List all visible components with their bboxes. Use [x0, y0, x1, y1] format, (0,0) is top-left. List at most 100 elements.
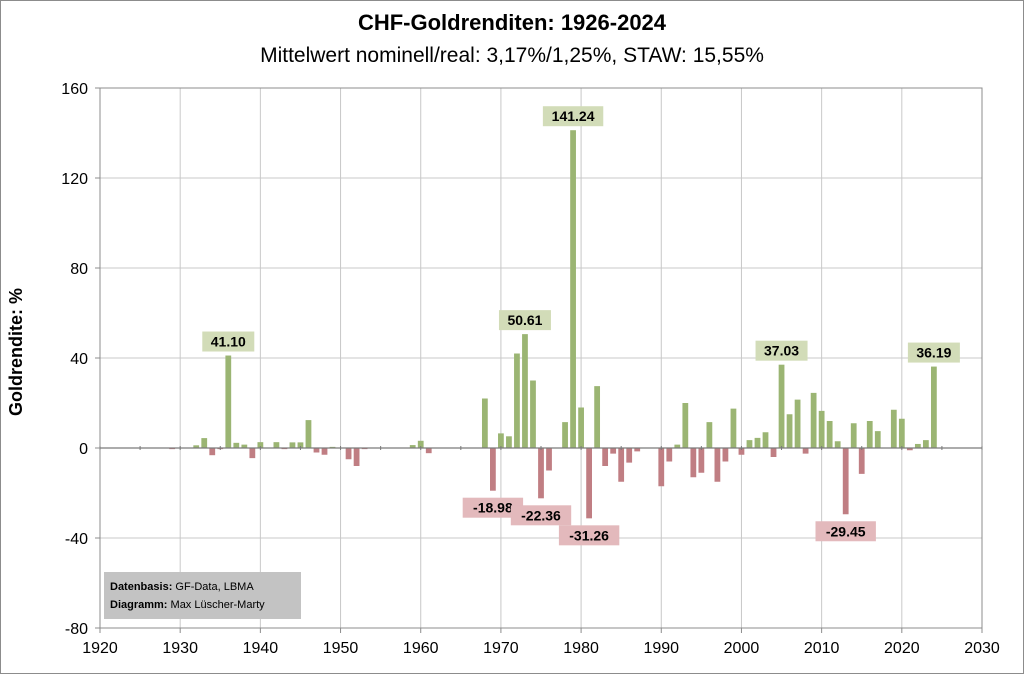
grid-lines: [100, 88, 982, 628]
bar: [794, 399, 801, 448]
data-label-box: [510, 505, 572, 526]
data-label: -22.36: [521, 507, 561, 523]
source-box-background: [104, 572, 301, 619]
bar: [690, 448, 697, 478]
bar: [345, 448, 352, 460]
bar: [858, 448, 865, 474]
bar: [417, 440, 424, 448]
bar: [722, 448, 729, 462]
bar: [594, 386, 601, 448]
bar: [810, 392, 817, 448]
x-tick-label: 1950: [323, 640, 359, 657]
bar: [931, 366, 937, 448]
data-label: -31.26: [569, 527, 609, 543]
data-label-box: [498, 310, 551, 331]
x-tick-label: 1970: [483, 640, 519, 657]
bar: [698, 448, 705, 473]
bar: [257, 442, 264, 448]
bar: [289, 442, 296, 448]
tick-labels: 1920 1930 1940 1950 1960 1970 1980 1990 2000 2010…: [61, 81, 1000, 657]
bar: [209, 448, 216, 456]
bar: [834, 441, 841, 448]
bar: [522, 334, 528, 448]
bar: [626, 448, 633, 463]
bar: [610, 448, 617, 454]
x-tick-label: 2010: [804, 640, 840, 657]
bar: [666, 448, 673, 462]
bar: [826, 421, 833, 448]
bar: [570, 130, 576, 448]
data-label: -29.45: [826, 523, 866, 539]
data-label: 41.10: [211, 334, 246, 350]
bar: [746, 440, 753, 448]
bar: [802, 448, 809, 454]
bar: [225, 355, 232, 448]
bar: [842, 448, 849, 515]
bar: [297, 442, 304, 448]
data-label-box: [202, 331, 255, 352]
bar: [249, 448, 256, 459]
x-tick-label: 2000: [724, 640, 760, 657]
y-tick-label: 40: [70, 351, 88, 368]
bar: [898, 418, 905, 448]
bar: [241, 444, 248, 448]
bar: [530, 380, 536, 448]
bar: [634, 448, 641, 452]
bar: [409, 445, 416, 448]
bar: [578, 407, 584, 448]
source-box: Datenbasis: GF-Data, LBMA Diagramm: Max …: [104, 572, 301, 619]
data-label: 141.24: [552, 108, 595, 124]
y-axis-label: Goldrendite: %: [6, 288, 26, 416]
bar: [498, 433, 504, 448]
bar: [890, 409, 897, 448]
source-label-data: Datenbasis:: [110, 581, 172, 593]
data-label: 37.03: [764, 343, 799, 359]
bar: [714, 448, 721, 482]
bar: [914, 443, 921, 448]
bar: [850, 423, 857, 448]
bar: [618, 448, 625, 482]
bar: [562, 422, 568, 448]
bar: [770, 448, 777, 457]
bar: [762, 432, 769, 448]
x-tick-label: 1930: [162, 640, 198, 657]
bar: [313, 448, 320, 453]
bar: [922, 440, 929, 448]
data-label-box: [558, 525, 620, 546]
x-tick-label: 2020: [884, 640, 920, 657]
bar: [193, 445, 200, 448]
x-tick-label: 2030: [964, 640, 1000, 657]
source-label-diagram: Diagramm:: [110, 599, 167, 611]
bar: [233, 442, 240, 448]
x-tick-label: 1960: [403, 640, 439, 657]
y-tick-label: 160: [61, 81, 88, 98]
data-label: 36.19: [916, 345, 951, 361]
bar: [425, 448, 432, 454]
bar: [786, 414, 793, 448]
bar: [738, 448, 745, 455]
data-label-box: [755, 340, 808, 361]
bar: [481, 398, 488, 448]
y-tick-label: -40: [65, 531, 88, 548]
bar: [730, 408, 737, 448]
bar: [538, 448, 544, 499]
bar: [586, 448, 592, 519]
bar: [778, 364, 785, 448]
bar: [818, 410, 825, 448]
axes: [95, 87, 983, 633]
data-label-box: [542, 106, 604, 127]
bar: [514, 353, 520, 448]
x-tick-label: 1980: [563, 640, 599, 657]
bar: [906, 448, 913, 451]
bar-series: [169, 130, 937, 519]
y-tick-label: 0: [79, 441, 88, 458]
bar: [201, 438, 208, 448]
bar: [602, 448, 609, 466]
source-value-diagram: Max Lüscher-Marty: [171, 599, 266, 611]
y-tick-label: 120: [61, 171, 88, 188]
bar: [674, 444, 681, 448]
bar: [353, 448, 360, 466]
bar: [706, 422, 713, 448]
